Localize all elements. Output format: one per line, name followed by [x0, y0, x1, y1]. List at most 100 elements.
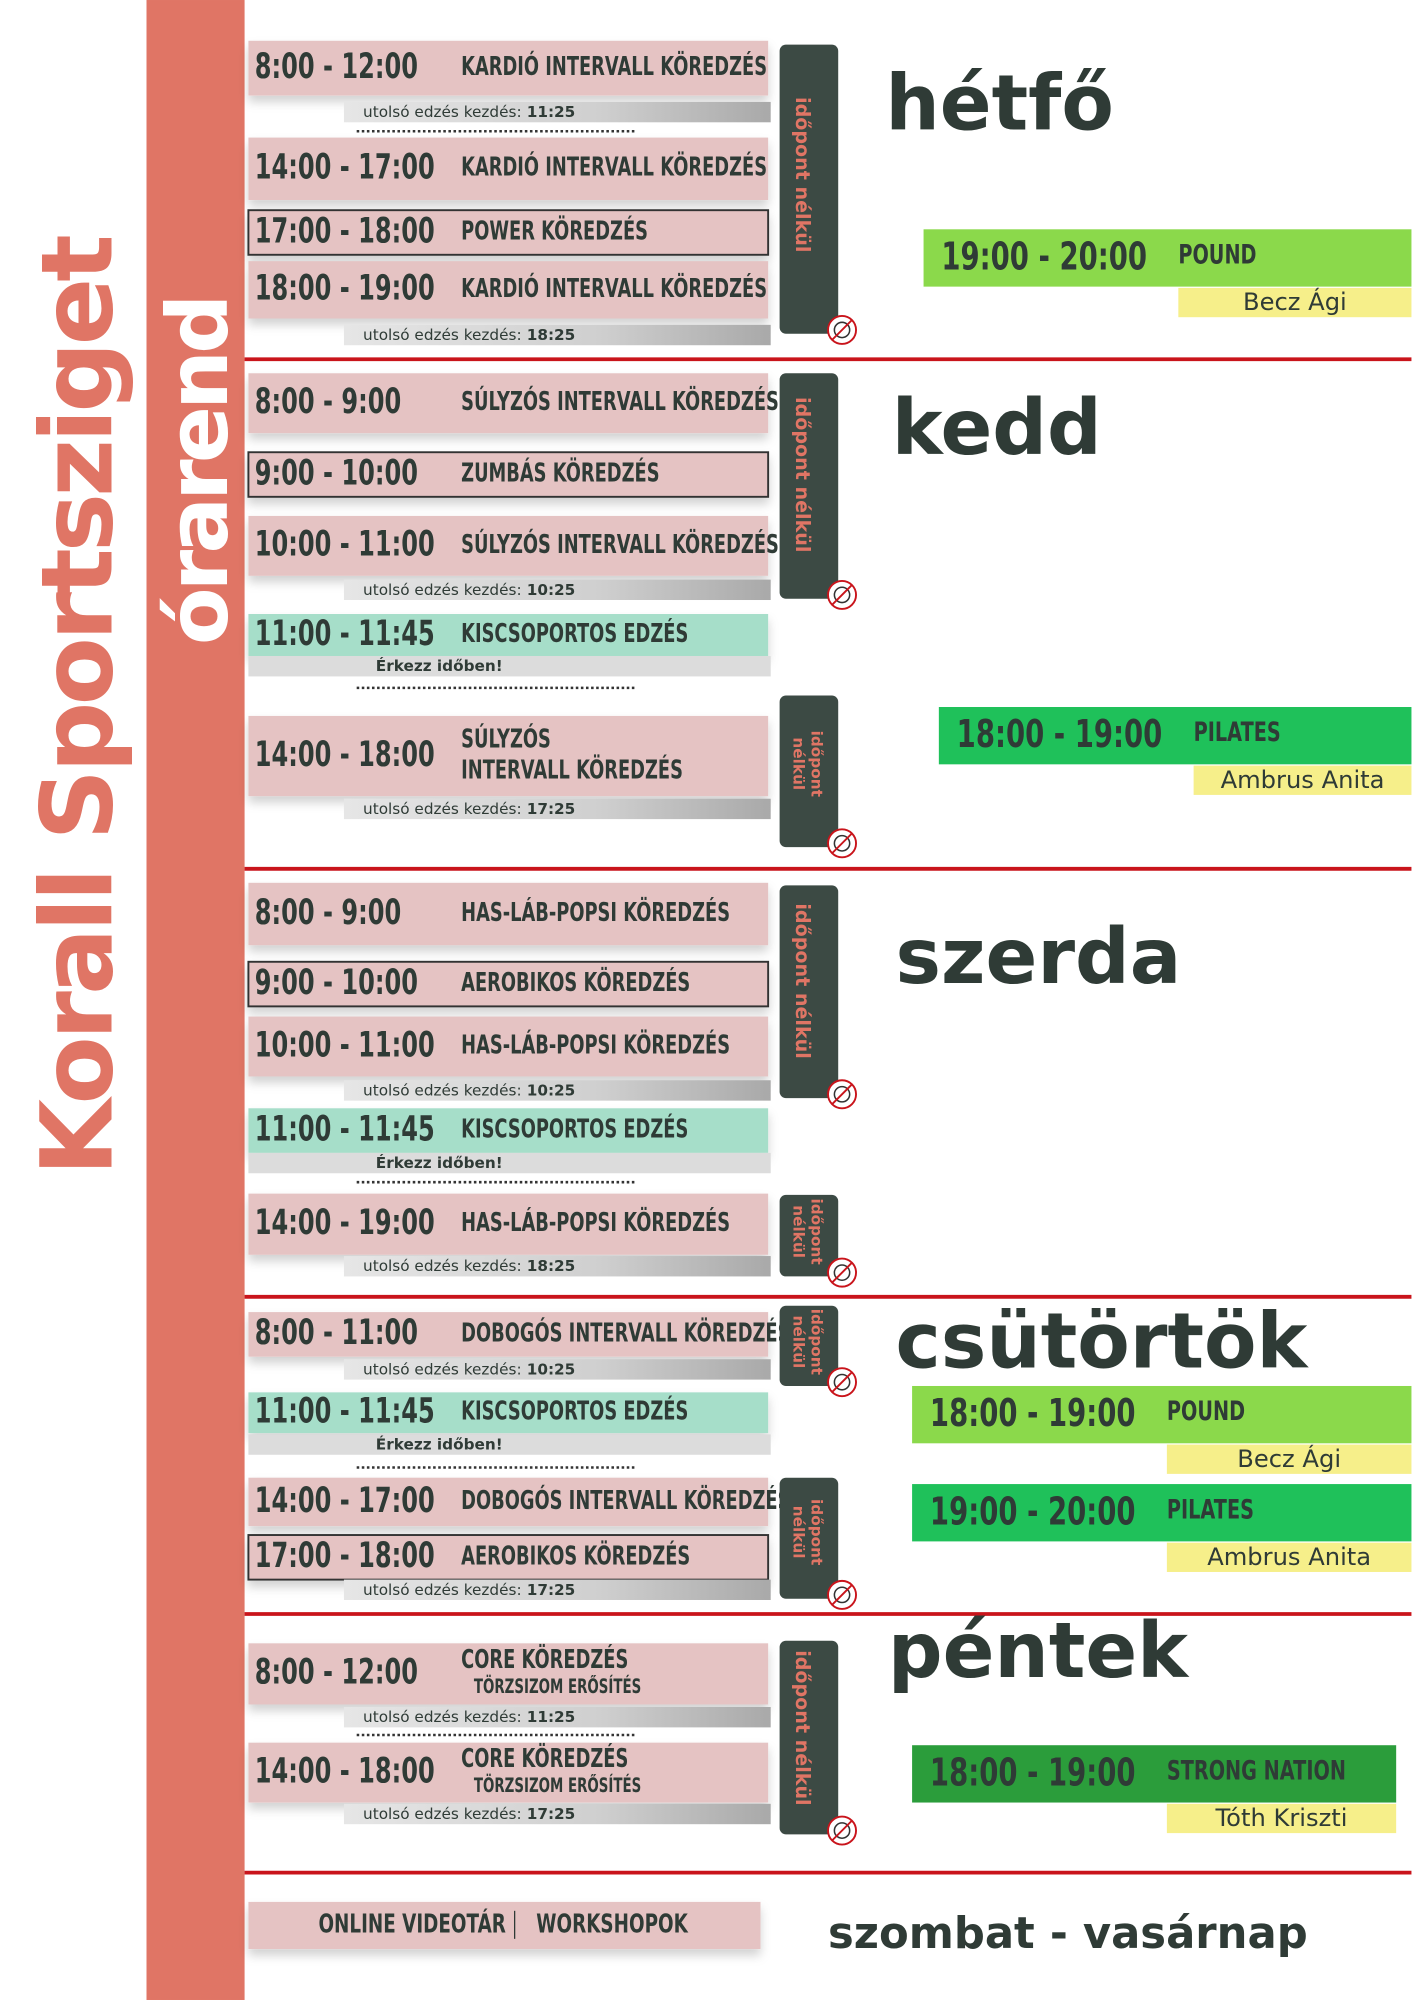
- class-box: [247, 960, 770, 1008]
- note-bar: [343, 1707, 771, 1728]
- class-name-group: KARDIÓ INTERVALL KÖREDZÉS: [461, 52, 767, 82]
- class-name: SÚLYZÓS INTERVALL KÖREDZÉS: [461, 530, 779, 560]
- no-booking-badge: [779, 695, 839, 848]
- icon-clock: [833, 834, 851, 852]
- class-name-group: KISCSOPORTOS EDZÉS: [461, 1114, 688, 1144]
- class-box: [248, 1742, 769, 1803]
- note-bar: [248, 656, 771, 677]
- class-time-group: 9:00 - 10:00: [255, 961, 418, 1002]
- class-box: [248, 1392, 769, 1434]
- class-box: [248, 1477, 769, 1527]
- evening-box: [912, 1385, 1412, 1444]
- class-name-group: CORE KÖREDZÉS: [461, 1645, 628, 1675]
- note-text: utolsó edzés kezdés:: [363, 1805, 522, 1823]
- class-name-group: DOBOGÓS INTERVALL KÖREDZÉS: [461, 1318, 790, 1348]
- class-name: HAS-LÁB-POPSI KÖREDZÉS: [461, 1208, 730, 1238]
- icon-slash: [831, 584, 853, 606]
- class-time-group: 14:00 - 18:00: [255, 733, 435, 774]
- class-name: INTERVALL KÖREDZÉS: [461, 755, 683, 785]
- class-box: [248, 614, 769, 657]
- side-band: [146, 0, 245, 2000]
- badge-line: időpont: [808, 1499, 826, 1565]
- class-time: 11:00 - 11:45: [255, 1390, 435, 1431]
- note: utolsó edzés kezdés: 10:25: [363, 1360, 575, 1378]
- no-booking-icon: [827, 1257, 857, 1288]
- class-name: KISCSOPORTOS EDZÉS: [461, 1397, 688, 1427]
- class-time-group: 10:00 - 11:00: [255, 523, 435, 564]
- evening-time-group: 18:00 - 19:00: [930, 1391, 1136, 1436]
- note: utolsó edzés kezdés: 17:25: [363, 1805, 575, 1823]
- evening-time-group: 18:00 - 19:00: [930, 1750, 1136, 1795]
- class-time-group: 8:00 - 11:00: [255, 1312, 418, 1353]
- class-name: CORE KÖREDZÉS: [461, 1645, 628, 1675]
- note-time: 18:25: [527, 326, 576, 344]
- evening-time-group: 19:00 - 20:00: [930, 1489, 1136, 1534]
- class-name-group: HAS-LÁB-POPSI KÖREDZÉS: [461, 898, 730, 928]
- evening-box: [923, 229, 1412, 287]
- evening-box: [938, 707, 1412, 765]
- no-booking-badge: [779, 1194, 839, 1277]
- class-name-group: HAS-LÁB-POPSI KÖREDZÉS: [461, 1030, 730, 1060]
- note-text: utolsó edzés kezdés:: [363, 326, 522, 344]
- note-time: 18:25: [527, 1257, 576, 1275]
- instructor-box: [1166, 1542, 1412, 1572]
- class-time-group: 17:00 - 18:00: [255, 1535, 435, 1576]
- class-time: 8:00 - 11:00: [255, 1312, 418, 1353]
- evening-box: [912, 1745, 1397, 1803]
- weekend-box: [248, 1901, 761, 1950]
- class-time-group: 14:00 - 18:00: [255, 1750, 435, 1791]
- class-time-group: 11:00 - 11:45: [255, 612, 435, 653]
- class-time: 9:00 - 10:00: [255, 961, 418, 1002]
- evening-name-group: PILATES: [1194, 717, 1281, 748]
- instructor-box: [1166, 1803, 1397, 1834]
- no-booking-badge: [779, 885, 839, 1099]
- note: utolsó edzés kezdés: 17:25: [363, 1580, 575, 1598]
- title: Korall Sportsziget: [20, 236, 135, 1176]
- class-time-group: 10:00 - 11:00: [255, 1024, 435, 1065]
- note: utolsó edzés kezdés: 17:25: [363, 799, 575, 817]
- class-box: [248, 261, 769, 319]
- class-name-group: DOBOGÓS INTERVALL KÖREDZÉS: [461, 1486, 790, 1516]
- note-text: Érkezz időben!: [376, 1434, 503, 1453]
- evening-name-group: PILATES: [1167, 1494, 1254, 1525]
- icon-slash: [831, 1371, 853, 1394]
- note-bar: [343, 324, 771, 346]
- instructor: Tóth Kriszti: [1215, 1804, 1348, 1832]
- icon-clock: [833, 1264, 851, 1282]
- class-subtitle-group: TÖRZSIZOM ERŐSÍTÉS: [474, 1773, 641, 1796]
- note: utolsó edzés kezdés: 11:25: [363, 1708, 575, 1726]
- no-booking-icon: [827, 1815, 857, 1846]
- class-name-group: SÚLYZÓS INTERVALL KÖREDZÉS: [461, 387, 779, 417]
- note-bar: [343, 579, 771, 601]
- day-name: csütörtök: [896, 1297, 1310, 1386]
- note-text: utolsó edzés kezdés:: [363, 1081, 522, 1099]
- class-time: 8:00 - 9:00: [255, 891, 401, 932]
- class-time-group: 8:00 - 9:00: [255, 381, 401, 422]
- instructor: Ambrus Anita: [1207, 1543, 1371, 1571]
- evening-name-group: POUND: [1178, 239, 1256, 270]
- class-time: 14:00 - 17:00: [255, 1479, 435, 1520]
- note-time: 17:25: [527, 799, 576, 817]
- weekend-item: ONLINE VIDEOTÁR: [318, 1907, 505, 1939]
- badge-line: időpont: [808, 1198, 826, 1264]
- evening-time-group: 18:00 - 19:00: [957, 712, 1163, 757]
- day-name: szerda: [896, 913, 1182, 1002]
- class-name-group: KISCSOPORTOS EDZÉS: [461, 619, 688, 649]
- note-bar: [343, 1803, 771, 1825]
- icon-slash: [831, 319, 853, 341]
- note-bar: [248, 1434, 771, 1455]
- badge-text: időpontnélkül: [790, 1499, 826, 1565]
- badge-text: időpont nélkül: [791, 1650, 814, 1805]
- class-box: [248, 1016, 769, 1077]
- note-bar: [248, 1152, 771, 1174]
- note: utolsó edzés kezdés: 10:25: [363, 1081, 575, 1099]
- class-time-group: 8:00 - 12:00: [255, 1651, 418, 1692]
- class-box: [248, 1312, 769, 1357]
- note-text: utolsó edzés kezdés:: [363, 580, 522, 598]
- no-booking-badge: [779, 373, 839, 599]
- evening-name: POUND: [1178, 239, 1256, 270]
- class-time-group: 11:00 - 11:45: [255, 1108, 435, 1149]
- note-bar: [343, 1359, 771, 1380]
- evening-time: 18:00 - 19:00: [930, 1391, 1136, 1436]
